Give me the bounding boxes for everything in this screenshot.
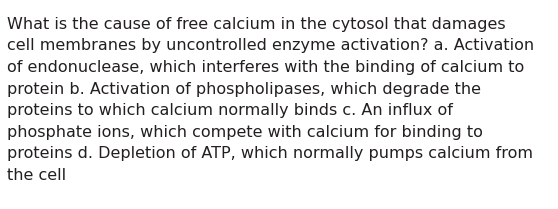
Text: What is the cause of free calcium in the cytosol that damages
cell membranes by : What is the cause of free calcium in the…: [7, 17, 535, 183]
